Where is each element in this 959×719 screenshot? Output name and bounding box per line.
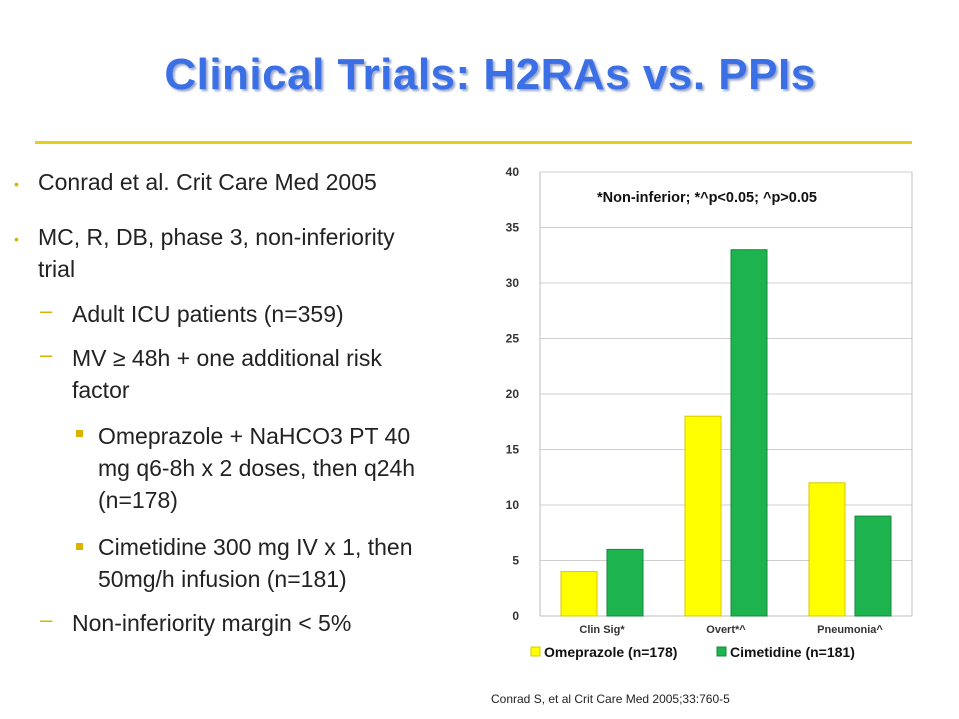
bar-omeprazole [808, 482, 846, 617]
cimetidine-line1: Cimetidine 300 mg IV x 1, then [98, 534, 413, 560]
dash-marker: – [40, 607, 53, 632]
x-tick-label: Pneumonia^ [817, 624, 883, 636]
slide-title: Clinical Trials: H2RAs vs. PPIs [164, 50, 816, 99]
omeprazole-line2: mg q6-8h x 2 doses, then q24h [98, 455, 416, 481]
legend-swatch-cimetidine [716, 646, 727, 657]
x-tick-label: Overt*^ [706, 624, 746, 636]
bullet-dot: • [14, 176, 19, 192]
y-tick-label: 5 [512, 554, 519, 568]
bar-chart: 0 5 10 15 20 25 30 35 40 Clin Sig* Overt*^ Pneumoni… [506, 165, 913, 660]
legend-label-omeprazole: Omeprazole (n=178) [544, 644, 677, 660]
x-tick-label: Clin Sig* [579, 624, 625, 636]
dash-marker: – [40, 342, 53, 367]
sub-bullet-mv-line2: factor [72, 377, 130, 403]
sub-bullet-mv-line1: MV ≥ 48h + one additional risk [72, 345, 382, 371]
bar-cimetidine [730, 249, 768, 617]
y-tick-label: 10 [506, 498, 520, 512]
sub-bullet-margin: Non-inferiority margin < 5% [72, 610, 352, 636]
bullet-conrad: Conrad et al. Crit Care Med 2005 [38, 169, 377, 195]
y-tick-label: 40 [506, 165, 520, 179]
annotation-box [549, 182, 867, 212]
bar-omeprazole [684, 415, 722, 617]
title-divider [35, 141, 912, 144]
legend-label-cimetidine: Cimetidine (n=181) [730, 644, 855, 660]
bullet-dot: • [14, 231, 19, 247]
y-tick-label: 30 [506, 276, 520, 290]
y-tick-label: 0 [512, 609, 519, 623]
legend-swatch-omeprazole [530, 646, 541, 657]
y-tick-label: 15 [506, 443, 520, 457]
y-tick-label: 25 [506, 332, 520, 346]
citation-footnote: Conrad S, et al Crit Care Med 2005;33:76… [491, 692, 730, 706]
significance-annotation: *Non-inferior; *^p<0.05; ^p>0.05 [597, 190, 817, 206]
bullet-design-line1: MC, R, DB, phase 3, non-inferiority [38, 224, 395, 250]
bullet-design-line2: trial [38, 256, 76, 282]
sub-bullet-patients: Adult ICU patients (n=359) [72, 301, 344, 327]
bar-omeprazole [560, 571, 598, 617]
omeprazole-line1: Omeprazole + NaHCO3 PT 40 [98, 423, 411, 449]
dash-marker: – [40, 298, 53, 323]
bar-cimetidine [606, 548, 644, 617]
y-tick-label: 20 [506, 387, 520, 401]
bar-cimetidine [854, 515, 892, 617]
square-marker [76, 430, 83, 437]
square-marker [76, 543, 83, 550]
cimetidine-line2: 50mg/h infusion (n=181) [98, 566, 347, 592]
omeprazole-line3: (n=178) [98, 487, 178, 513]
y-tick-label: 35 [506, 221, 520, 235]
